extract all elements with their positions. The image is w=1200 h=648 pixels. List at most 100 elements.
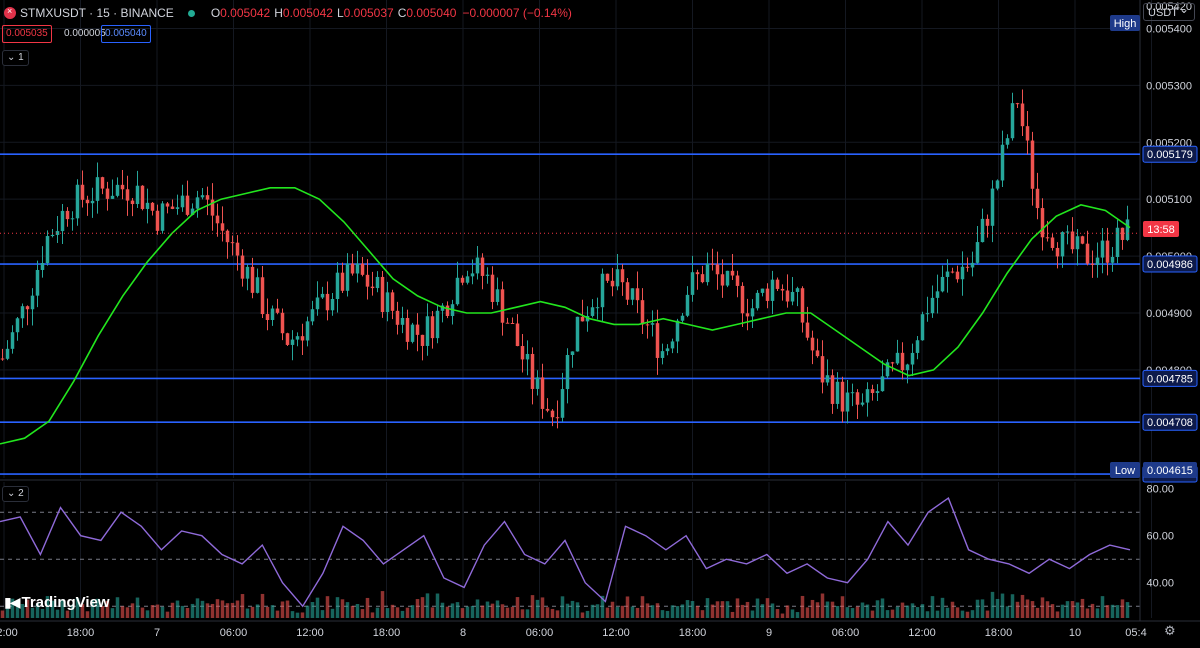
candle-body (155, 210, 160, 231)
candle-body (890, 362, 895, 364)
volume-bar (420, 597, 425, 618)
volume-bar (1050, 604, 1055, 618)
volume-bar (195, 598, 200, 618)
candle-body (295, 336, 300, 340)
volume-bar (625, 596, 630, 618)
volume-bar (0, 610, 5, 618)
time-axis-ticks: 02:00 18:00 7 06:00 12:00 18:00 8 06:00 12:00 18:… (0, 627, 1147, 639)
close-value: 0.005040 (406, 6, 457, 20)
candle-body (465, 276, 470, 283)
candle-body (575, 316, 580, 352)
volume-bar (175, 600, 180, 618)
candle-body (120, 184, 125, 190)
currency-select[interactable]: USDT (1143, 0, 1195, 21)
candlestick-series[interactable] (0, 89, 1130, 429)
volume-bar (615, 607, 620, 618)
candle-body (150, 202, 155, 211)
candle-body (0, 358, 5, 360)
rsi-line (0, 497, 1131, 608)
volume-bar (550, 608, 555, 618)
market-status-icon[interactable] (187, 9, 195, 17)
candle-body (210, 199, 215, 216)
high-marker-label: High (1114, 18, 1137, 30)
support-resistance-levels[interactable] (0, 153, 1140, 475)
volume-bar (50, 600, 55, 618)
low-value-label: 0.004615 (1147, 465, 1193, 477)
candle-body (1045, 237, 1050, 239)
candle-body (790, 291, 795, 302)
candle-body (935, 291, 940, 298)
volume-bar (135, 597, 140, 618)
candle-body (640, 300, 645, 325)
volume-bar (1095, 608, 1100, 618)
volume-bar (645, 603, 650, 618)
volume-bar (465, 606, 470, 618)
volume-bar (1025, 599, 1030, 618)
candle-body (970, 262, 975, 268)
volume-bar (265, 606, 270, 618)
volume-bar (105, 600, 110, 618)
volume-bars (0, 591, 1130, 618)
volume-bar (640, 596, 645, 618)
volume-bar (955, 607, 960, 618)
candle-body (510, 322, 515, 324)
volume-bar (1065, 601, 1070, 618)
volume-bar (720, 601, 725, 618)
candle-body (485, 274, 490, 276)
candle-body (690, 272, 695, 295)
volume-bar (90, 599, 95, 618)
volume-bar (1040, 597, 1045, 618)
candle-body (1070, 231, 1075, 250)
volume-bar (355, 604, 360, 618)
main-pane-toggle[interactable]: ⌄ 1 (2, 50, 29, 66)
price-axis-ticks: 0.0054000.0053000.0052000.0051000.005000… (1146, 1, 1192, 377)
volume-bar (405, 607, 410, 618)
osc-pane-toggle[interactable]: ⌄ 2 (2, 486, 29, 502)
candle-body (1015, 103, 1020, 105)
candle-body (305, 321, 310, 341)
candle-body (1005, 138, 1010, 145)
volume-bar (980, 599, 985, 618)
volume-bar (1090, 603, 1095, 618)
time-tick-label: 06:00 (832, 627, 860, 639)
candle-body (830, 375, 835, 404)
buy-price-button[interactable]: 0.005040 (101, 25, 151, 43)
candle-body (30, 295, 35, 310)
volume-bar (705, 598, 710, 618)
candle-body (395, 310, 400, 325)
candle-body (435, 310, 440, 339)
change-value: −0.000007 (−0.14%) (462, 6, 572, 20)
candle-body (110, 195, 115, 199)
candle-body (820, 356, 825, 383)
volume-bar (235, 600, 240, 618)
candle-body (270, 308, 275, 320)
candle-body (1095, 257, 1100, 265)
volume-bar (520, 609, 525, 618)
candle-body (670, 341, 675, 349)
volume-bar (260, 593, 265, 618)
symbol-title[interactable]: STMXUSDT · 15 · BINANCE (20, 6, 174, 20)
level-label-box (1142, 145, 1198, 163)
candle-body (585, 315, 590, 322)
level-label-box (1142, 413, 1198, 431)
volume-bar (160, 606, 165, 618)
volume-bar (580, 612, 585, 618)
settings-gear-icon[interactable]: ⚙ (1164, 623, 1176, 638)
volume-bar (565, 603, 570, 618)
candle-body (580, 316, 585, 322)
candle-body (810, 337, 815, 351)
volume-bar (675, 606, 680, 618)
volume-bar (1060, 604, 1065, 618)
candle-body (855, 392, 860, 405)
volume-bar (65, 610, 70, 618)
volume-bar (495, 600, 500, 618)
candle-body (625, 282, 630, 300)
low-marker-box (1110, 462, 1140, 478)
volume-bar (450, 603, 455, 618)
sell-price-button[interactable]: 0.005035 (2, 25, 52, 43)
candle-body (500, 289, 505, 323)
candle-body (745, 313, 750, 317)
candle-body (200, 195, 205, 198)
